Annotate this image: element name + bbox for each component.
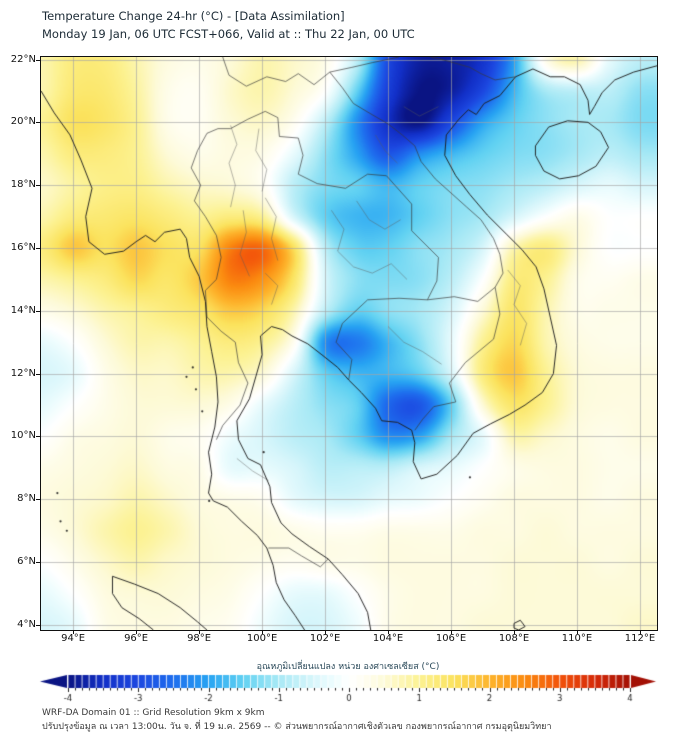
lon-tick-label: 110°E xyxy=(561,633,593,644)
lat-tick-mark xyxy=(36,59,40,61)
temperature-field-canvas xyxy=(41,57,657,630)
footer-line-1: WRF-DA Domain 01 :: Grid Resolution 9km … xyxy=(42,708,265,718)
lat-tick-label: 8°N xyxy=(17,493,36,505)
lat-tick-mark xyxy=(36,562,40,564)
lon-tick-label: 104°E xyxy=(372,633,404,644)
lat-tick-mark xyxy=(36,499,40,501)
lat-tick-label: 14°N xyxy=(10,304,36,316)
lon-tick-label: 112°E xyxy=(624,633,656,644)
lon-tick-mark xyxy=(73,630,75,634)
lat-tick-mark xyxy=(36,373,40,375)
lon-tick-label: 108°E xyxy=(498,633,530,644)
lat-tick-label: 6°N xyxy=(17,556,36,568)
footer-line-2: ปรับปรุงข้อมูล ณ เวลา 13:00น. วัน จ. ที่… xyxy=(42,722,552,732)
lon-tick-label: 106°E xyxy=(435,633,467,644)
lon-tick-label: 100°E xyxy=(246,633,278,644)
lat-tick-mark xyxy=(36,122,40,124)
lon-tick-label: 98°E xyxy=(187,633,212,644)
lon-tick-mark xyxy=(451,630,453,634)
title-line-1: Temperature Change 24-hr (°C) - [Data As… xyxy=(42,9,345,23)
lon-tick-mark xyxy=(639,630,641,634)
lat-tick-mark xyxy=(36,436,40,438)
lat-tick-label: 10°N xyxy=(10,430,36,442)
lon-tick-label: 96°E xyxy=(124,633,149,644)
lon-tick-mark xyxy=(325,630,327,634)
lat-tick-label: 12°N xyxy=(10,367,36,379)
lon-tick-mark xyxy=(262,630,264,634)
lon-tick-mark xyxy=(199,630,201,634)
lat-tick-label: 4°N xyxy=(17,618,36,630)
colorbar-title: อุณหภูมิเปลี่ยนแปลง หน่วย องศาเซลเซียส (… xyxy=(256,662,440,672)
map-plot-area xyxy=(40,56,658,631)
lat-tick-mark xyxy=(36,185,40,187)
lat-tick-mark xyxy=(36,310,40,312)
lat-tick-label: 16°N xyxy=(10,242,36,253)
lon-tick-mark xyxy=(388,630,390,634)
lon-tick-mark xyxy=(577,630,578,634)
lon-tick-mark xyxy=(136,630,138,634)
title-line-2: Monday 19 Jan, 06 UTC FCST+066, Valid at… xyxy=(42,27,415,41)
lat-tick-label: 18°N xyxy=(10,179,36,191)
page-title: Temperature Change 24-hr (°C) - [Data As… xyxy=(42,7,415,43)
lon-tick-label: 102°E xyxy=(309,633,341,644)
footer: WRF-DA Domain 01 :: Grid Resolution 9km … xyxy=(42,706,552,734)
lat-tick-mark xyxy=(36,248,40,249)
lat-tick-label: 22°N xyxy=(10,53,36,65)
lon-tick-mark xyxy=(514,630,516,634)
lon-tick-label: 94°E xyxy=(61,633,86,644)
colorbar-canvas xyxy=(38,673,658,707)
lat-tick-mark xyxy=(36,624,40,626)
lat-tick-label: 20°N xyxy=(10,116,36,128)
